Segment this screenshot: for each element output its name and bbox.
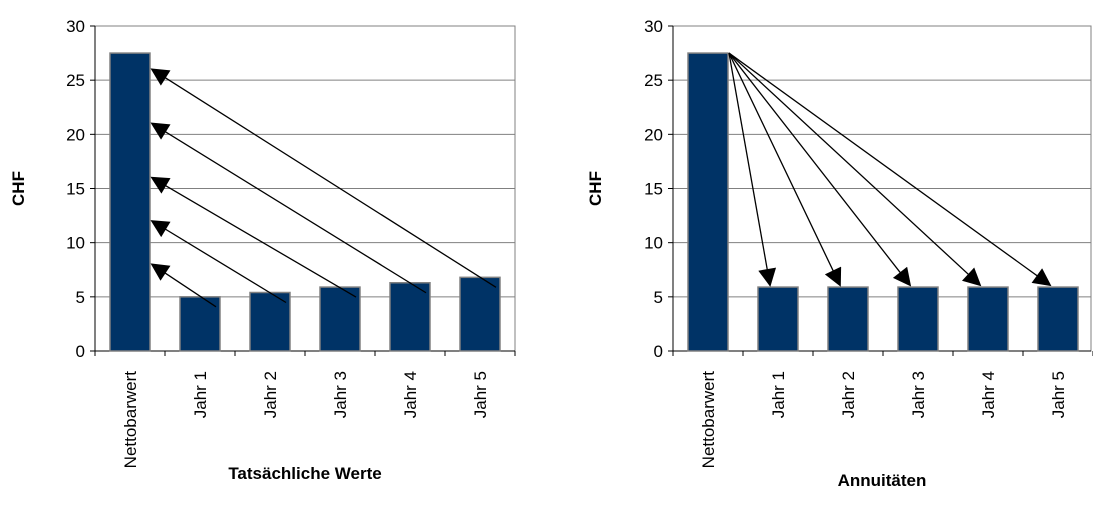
- left-y-tick-label: 20: [66, 125, 85, 144]
- left-bar-jahr-5: [459, 276, 501, 352]
- right-y-tick-label: 30: [644, 17, 663, 36]
- right-category-label: Jahr 2: [839, 371, 858, 418]
- left-arrow: [150, 122, 427, 294]
- left-category-label: Nettobarwert: [121, 371, 140, 469]
- left-y-tick-label: 5: [76, 288, 85, 307]
- right-y-tick-label: 0: [654, 342, 663, 361]
- right-bar-jahr-2: [827, 286, 869, 352]
- left-arrow: [150, 220, 287, 304]
- left-bar-jahr-2: [249, 291, 291, 352]
- left-arrow: [150, 68, 497, 288]
- left-category-label: Jahr 2: [261, 371, 280, 418]
- left-category-label: Jahr 5: [471, 371, 490, 418]
- left-arrow: [150, 263, 217, 308]
- right-category-label: Jahr 3: [909, 371, 928, 418]
- left-y-tick-label: 15: [66, 180, 85, 199]
- left-y-axis-title: CHF: [9, 171, 28, 206]
- right-arrow: [728, 52, 777, 287]
- left-y-tick-label: 0: [76, 342, 85, 361]
- right-category-label: Nettobarwert: [699, 371, 718, 469]
- right-x-axis-title: Annuitäten: [838, 471, 927, 490]
- right-y-tick-label: 25: [644, 71, 663, 90]
- left-y-tick-label: 25: [66, 71, 85, 90]
- right-y-tick-label: 20: [644, 125, 663, 144]
- left-bar-nettobarwert: [109, 52, 151, 352]
- right-bar-jahr-4: [967, 286, 1009, 352]
- left-category-label: Jahr 3: [331, 371, 350, 418]
- right-arrow: [728, 52, 912, 287]
- right-arrow: [728, 52, 982, 287]
- left-y-tick-label: 30: [66, 17, 85, 36]
- right-arrow: [728, 52, 842, 287]
- right-arrow: [728, 52, 1052, 287]
- left-bar-jahr-3: [319, 286, 361, 352]
- right-bar-nettobarwert: [687, 52, 729, 352]
- left-y-tick-label: 10: [66, 234, 85, 253]
- right-bar-jahr-5: [1037, 286, 1079, 352]
- left-bar-jahr-4: [389, 282, 431, 352]
- left-category-label: Jahr 1: [191, 371, 210, 418]
- right-category-label: Jahr 1: [769, 371, 788, 418]
- right-y-tick-label: 5: [654, 288, 663, 307]
- left-bar-jahr-1: [179, 296, 221, 352]
- right-y-tick-label: 15: [644, 180, 663, 199]
- right-category-label: Jahr 5: [1049, 371, 1068, 418]
- left-arrow: [150, 176, 357, 298]
- right-y-axis-title: CHF: [586, 171, 605, 206]
- right-y-tick-label: 10: [644, 234, 663, 253]
- right-bar-jahr-1: [757, 286, 799, 352]
- left-x-axis-title: Tatsächliche Werte: [228, 464, 381, 483]
- right-bar-jahr-3: [897, 286, 939, 352]
- right-category-label: Jahr 4: [979, 371, 998, 418]
- left-category-label: Jahr 4: [401, 371, 420, 418]
